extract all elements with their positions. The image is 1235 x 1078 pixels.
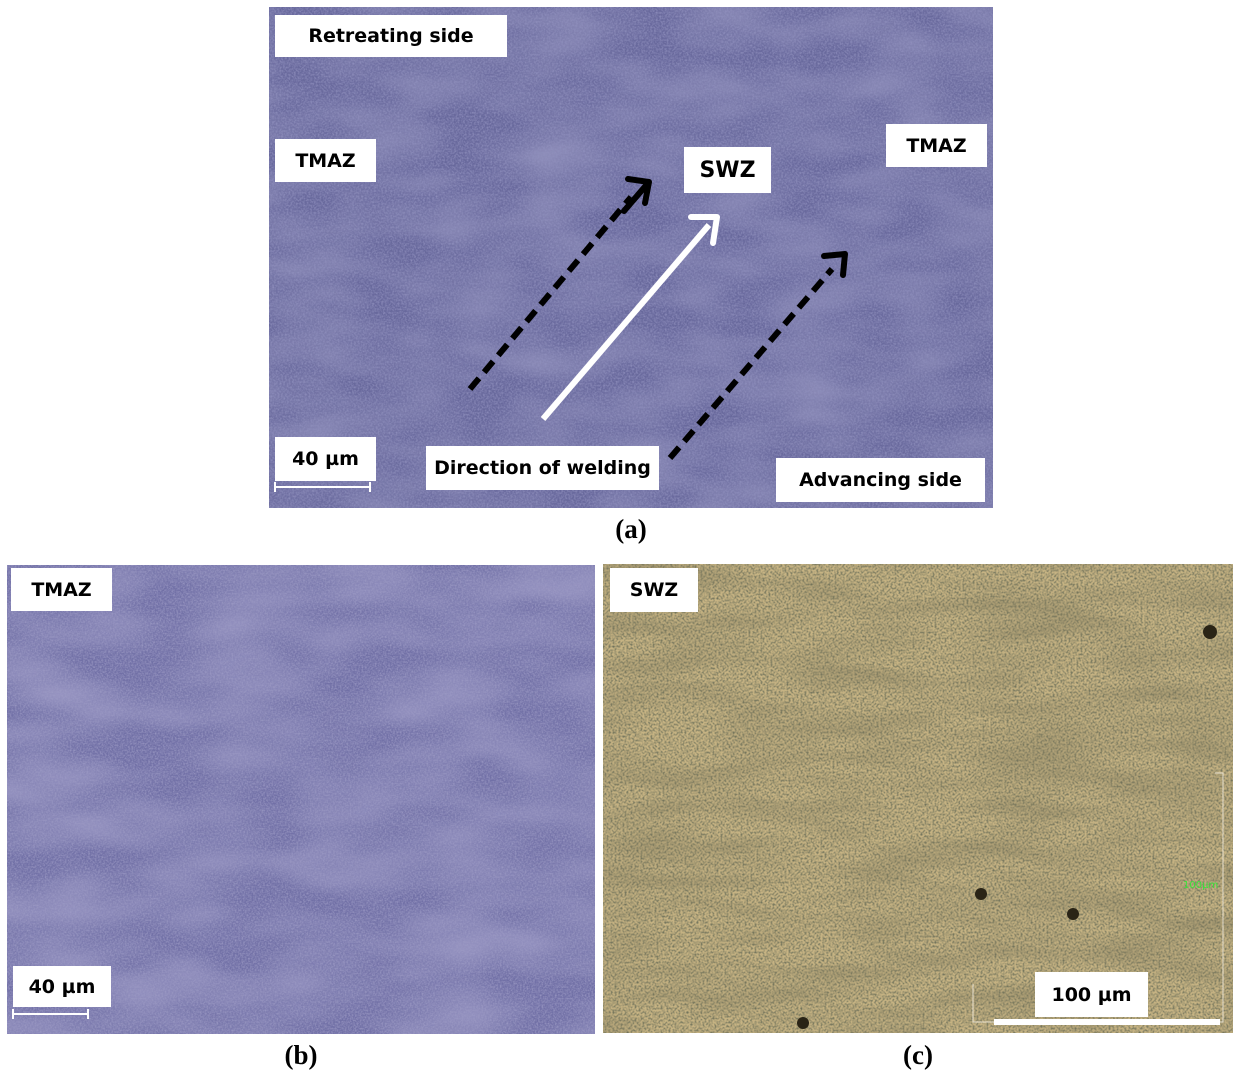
retreating-side-label: Retreating side xyxy=(275,15,507,57)
micrograph-panel-b: TMAZ 40 µm xyxy=(7,565,595,1034)
tmaz-label-b: TMAZ xyxy=(11,568,112,611)
micrograph-panel-c: SWZ 100µm 100 µm xyxy=(603,564,1233,1033)
advancing-side-label: Advancing side xyxy=(776,458,985,502)
micrograph-texture-a xyxy=(269,7,993,508)
swz-label: SWZ xyxy=(684,147,771,193)
direction-of-welding-label: Direction of welding xyxy=(426,446,659,490)
tmaz-left-label: TMAZ xyxy=(275,139,376,182)
caption-b: (b) xyxy=(284,1040,318,1070)
scale-label-a: 40 µm xyxy=(275,437,376,481)
swz-label-c: SWZ xyxy=(610,568,698,612)
scale-bar-c xyxy=(994,1019,1220,1025)
scale-bar-a xyxy=(274,482,371,492)
tmaz-right-label: TMAZ xyxy=(886,124,987,167)
micrograph-texture-b xyxy=(7,565,595,1034)
caption-c: (c) xyxy=(903,1040,933,1070)
scale-label-b: 40 µm xyxy=(13,966,111,1007)
scale-bar-b xyxy=(12,1009,89,1019)
caption-a: (a) xyxy=(615,514,647,544)
micrograph-texture-c xyxy=(603,564,1233,1033)
scale-label-c: 100 µm xyxy=(1035,972,1148,1017)
micrograph-panel-a: Retreating side TMAZ SWZ TMAZ 40 µm Dire… xyxy=(269,7,993,508)
inset-scale-text: 100µm xyxy=(1183,880,1219,891)
